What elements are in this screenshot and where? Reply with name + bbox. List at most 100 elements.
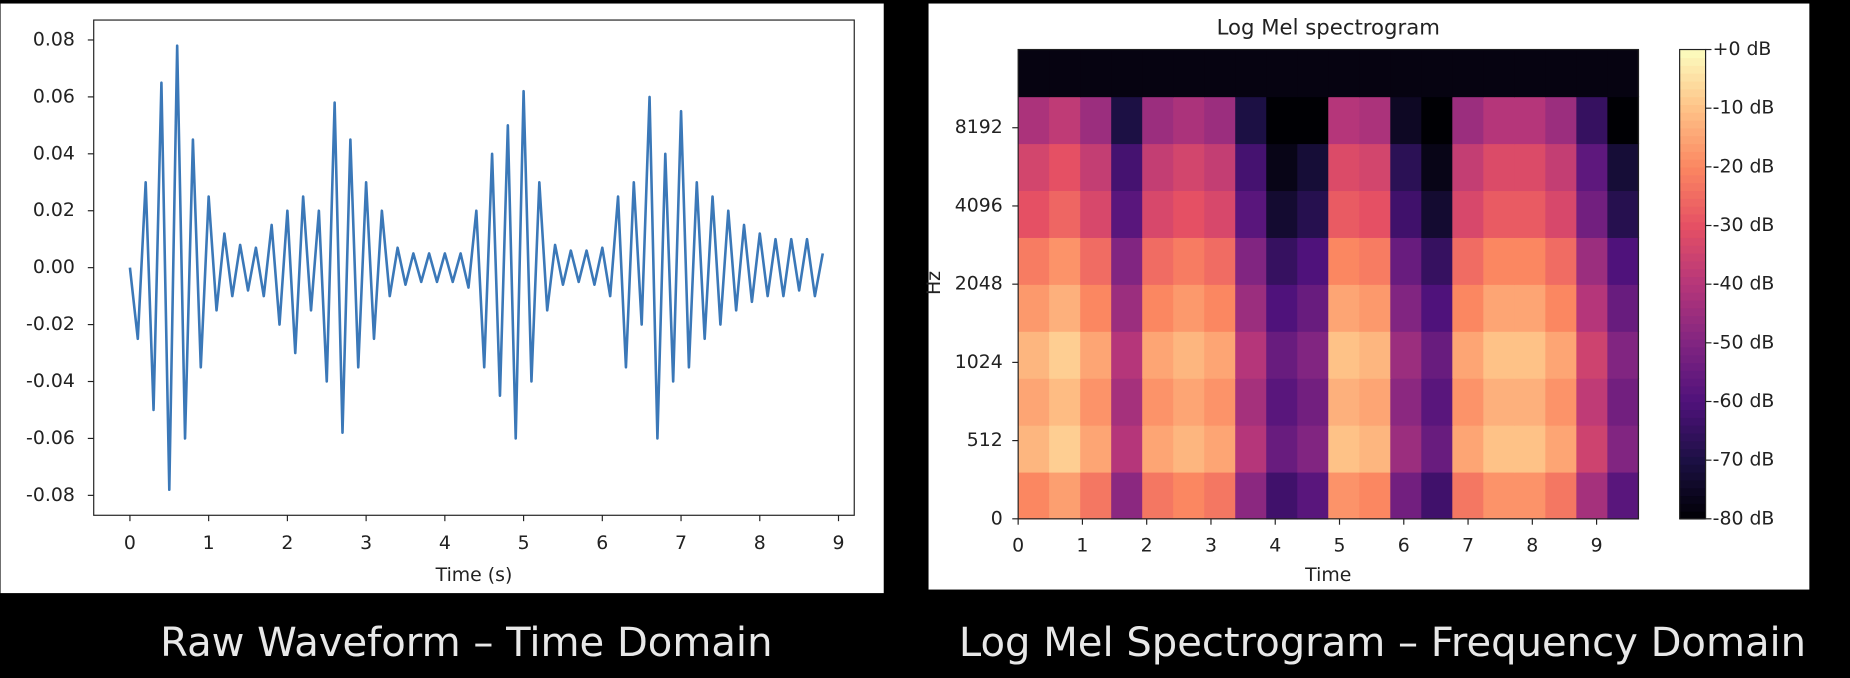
heatmap-cell: [1297, 143, 1329, 192]
x-tick-label: 2: [1141, 534, 1153, 556]
colorbar-segment: [1679, 362, 1706, 371]
colorbar-segment: [1679, 276, 1706, 285]
heatmap-cell: [1080, 471, 1112, 520]
heatmap-cell: [1421, 424, 1454, 473]
heatmap-cell: [1452, 471, 1485, 520]
heatmap-cell: [1297, 237, 1329, 285]
colorbar-tick-label: -70 dB: [1713, 449, 1775, 471]
heatmap-cell: [1235, 424, 1267, 473]
heatmap-cell: [1204, 96, 1236, 145]
colorbar-segment: [1679, 119, 1706, 129]
heatmap-cell: [1452, 424, 1485, 473]
heatmap-cell: [1390, 284, 1423, 332]
x-tick-label: 6: [1398, 534, 1410, 556]
caption: Raw Waveform – Time Domain: [160, 620, 772, 666]
heatmap-cell: [1111, 49, 1143, 98]
colorbar-segment: [1679, 112, 1706, 121]
colorbar-segment: [1679, 479, 1706, 489]
heatmap-cell: [1607, 190, 1640, 238]
heatmap-cell: [1297, 471, 1329, 520]
heatmap-cell: [1142, 190, 1174, 238]
colorbar-segment: [1679, 432, 1706, 442]
colorbar-segment: [1679, 49, 1706, 59]
heatmap-cell: [1452, 378, 1485, 426]
heatmap-cell: [1173, 284, 1205, 332]
colorbar-segment: [1679, 245, 1706, 254]
y-tick-label: 0.06: [33, 85, 75, 107]
heatmap-cell: [1390, 331, 1423, 379]
heatmap-cell: [1421, 284, 1454, 332]
caption: Log Mel Spectrogram – Frequency Domain: [959, 620, 1806, 666]
heatmap-cell: [1018, 331, 1050, 379]
heatmap-cell: [1080, 190, 1112, 238]
heatmap-cell: [1576, 237, 1609, 285]
y-tick-label: 0.08: [33, 28, 75, 50]
colorbar-segment: [1679, 237, 1706, 246]
heatmap-cell: [1359, 331, 1391, 379]
heatmap-cell: [1297, 424, 1329, 473]
colorbar-segment: [1679, 370, 1706, 379]
colorbar-segment: [1679, 88, 1706, 98]
heatmap-cell: [1421, 49, 1454, 98]
colorbar-segment: [1679, 456, 1706, 465]
heatmap-cell: [1297, 49, 1329, 98]
heatmap-cell: [1421, 237, 1454, 285]
heatmap-cell: [1390, 471, 1423, 520]
heatmap-cell: [1483, 237, 1516, 285]
heatmap-cell: [1545, 424, 1578, 473]
heatmap-cell: [1576, 143, 1609, 192]
heatmap-cell: [1421, 143, 1454, 192]
heatmap-cell: [1080, 331, 1112, 379]
heatmap-cell: [1111, 331, 1143, 379]
heatmap-cell: [1452, 49, 1485, 98]
x-tick-label: 5: [518, 532, 530, 554]
heatmap-cell: [1049, 237, 1081, 285]
colorbar-tick-label: -50 dB: [1713, 331, 1775, 353]
colorbar-segment: [1679, 510, 1706, 520]
heatmap-cell: [1514, 471, 1547, 520]
heatmap-cell: [1607, 143, 1640, 192]
y-tick-label: 1024: [955, 351, 1003, 373]
heatmap-cell: [1359, 49, 1391, 98]
heatmap-cell: [1297, 190, 1329, 238]
heatmap-cell: [1049, 96, 1081, 145]
colorbar-segment: [1679, 495, 1706, 504]
heatmap-cell: [1235, 284, 1267, 332]
heatmap-cell: [1142, 331, 1174, 379]
heatmap-cell: [1297, 96, 1329, 145]
chart-title: Log Mel spectrogram: [1217, 15, 1440, 40]
heatmap-cell: [1111, 143, 1143, 192]
heatmap-cell: [1266, 49, 1298, 98]
heatmap-cell: [1359, 96, 1391, 145]
heatmap-cell: [1204, 471, 1236, 520]
heatmap-cell: [1545, 378, 1578, 426]
waveform-line: [128, 44, 825, 491]
heatmap-cell: [1483, 471, 1516, 520]
colorbar-segment: [1679, 205, 1706, 215]
colorbar-segment: [1679, 268, 1706, 278]
colorbar-segment: [1679, 65, 1706, 74]
heatmap-cell: [1142, 471, 1174, 520]
heatmap-cell: [1514, 237, 1547, 285]
heatmap-cell: [1483, 49, 1516, 98]
heatmap-cell: [1421, 96, 1454, 145]
heatmap-cell: [1235, 471, 1267, 520]
colorbar-segment: [1679, 284, 1706, 293]
heatmap-cell: [1111, 237, 1143, 285]
heatmap-cell: [1607, 424, 1640, 473]
y-tick-label: -0.02: [26, 313, 75, 335]
heatmap-cell: [1266, 190, 1298, 238]
heatmap-cell: [1297, 378, 1329, 426]
colorbar-segment: [1679, 315, 1706, 324]
heatmap-cell: [1452, 143, 1485, 192]
heatmap-cell: [1173, 143, 1205, 192]
x-axis-label: Time (s): [435, 564, 513, 586]
colorbar-segment: [1679, 424, 1706, 434]
heatmap-cell: [1607, 49, 1640, 98]
x-tick-label: 7: [675, 532, 687, 554]
heatmap-cell: [1390, 424, 1423, 473]
colorbar-segment: [1679, 198, 1706, 207]
heatmap-cell: [1328, 471, 1360, 520]
heatmap-cell: [1049, 49, 1081, 98]
x-tick-label: 5: [1334, 534, 1346, 556]
